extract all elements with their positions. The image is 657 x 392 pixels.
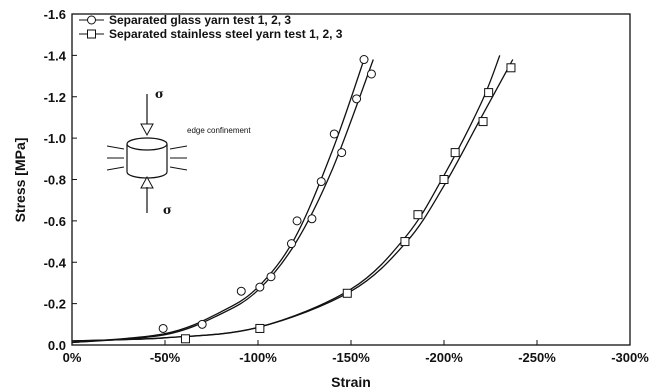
data-point-glass (359, 55, 369, 65)
y-tick-label: -0.6 (44, 214, 66, 229)
data-point-glass (236, 286, 246, 296)
data-point-steel (439, 175, 449, 184)
data-point-glass (158, 323, 168, 333)
y-axis-title: Stress [MPa] (12, 138, 28, 223)
data-point-steel (400, 237, 410, 247)
y-tick-label: 0.0 (48, 338, 66, 353)
y-tick-label: -0.4 (44, 255, 67, 270)
data-point-steel (478, 117, 488, 127)
fit-curves (71, 55, 514, 344)
fit-line-square (71, 55, 501, 342)
data-point-glass (352, 94, 362, 104)
data-point-steel (506, 63, 516, 73)
sigma-top-label: σ (155, 87, 164, 101)
data-point-glass (286, 239, 296, 249)
legend-label-glass: Separated glass yarn test 1, 2, 3 (109, 13, 291, 27)
fit-line-square (71, 59, 514, 342)
data-point-glass (197, 319, 207, 329)
data-point-steel (180, 334, 190, 344)
data-point-glass (292, 216, 302, 226)
fit-line-circle (71, 59, 374, 344)
confinement-diagram: σ σ edge confinement (106, 87, 251, 217)
axis-ticks: 0% -50% -100% -150% -200% -250% -300% 0.0 -0.2 -0… (44, 7, 650, 365)
y-tick-label: -1.6 (44, 7, 66, 22)
arrow-up-icon (140, 175, 154, 189)
y-tick-label: -1.2 (44, 90, 66, 105)
x-tick-label: -150% (332, 350, 370, 365)
edge-confinement-label: edge confinement (187, 126, 251, 135)
data-point-steel (255, 323, 265, 333)
legend-label-steel: Separated stainless steel yarn test 1, 2… (109, 27, 343, 41)
x-tick-label: -50% (150, 350, 181, 365)
legend-marker-steel (87, 29, 96, 39)
y-tick-label: -0.2 (44, 297, 66, 312)
data-point-glass (337, 148, 347, 158)
y-tick-label: -0.8 (44, 173, 66, 188)
sigma-bottom-label: σ (163, 203, 172, 217)
x-tick-label: -100% (239, 350, 277, 365)
x-tick-label: -300% (611, 350, 649, 365)
data-point-steel (484, 88, 494, 98)
data-point-glass (255, 282, 265, 292)
data-point-steel (450, 148, 460, 158)
data-point-glass (366, 69, 376, 79)
data-point-glass (266, 272, 276, 282)
y-tick-label: -1.0 (44, 131, 66, 146)
data-point-glass (329, 129, 339, 139)
y-tick-label: -1.4 (44, 48, 67, 63)
arrow-down-icon (140, 123, 154, 137)
x-tick-label: -250% (518, 350, 556, 365)
data-point-glass (316, 177, 326, 187)
legend-marker-glass (87, 15, 96, 25)
x-tick-label: 0% (63, 350, 82, 365)
x-tick-label: -200% (425, 350, 463, 365)
cylinder-specimen (126, 137, 168, 151)
data-point-steel (413, 210, 423, 220)
x-axis-title: Strain (331, 374, 371, 390)
legend: Separated glass yarn test 1, 2, 3 Separa… (79, 13, 343, 41)
data-point-glass (307, 214, 317, 224)
fit-line-circle (71, 59, 365, 344)
data-markers (158, 55, 516, 344)
data-point-steel (342, 288, 352, 298)
